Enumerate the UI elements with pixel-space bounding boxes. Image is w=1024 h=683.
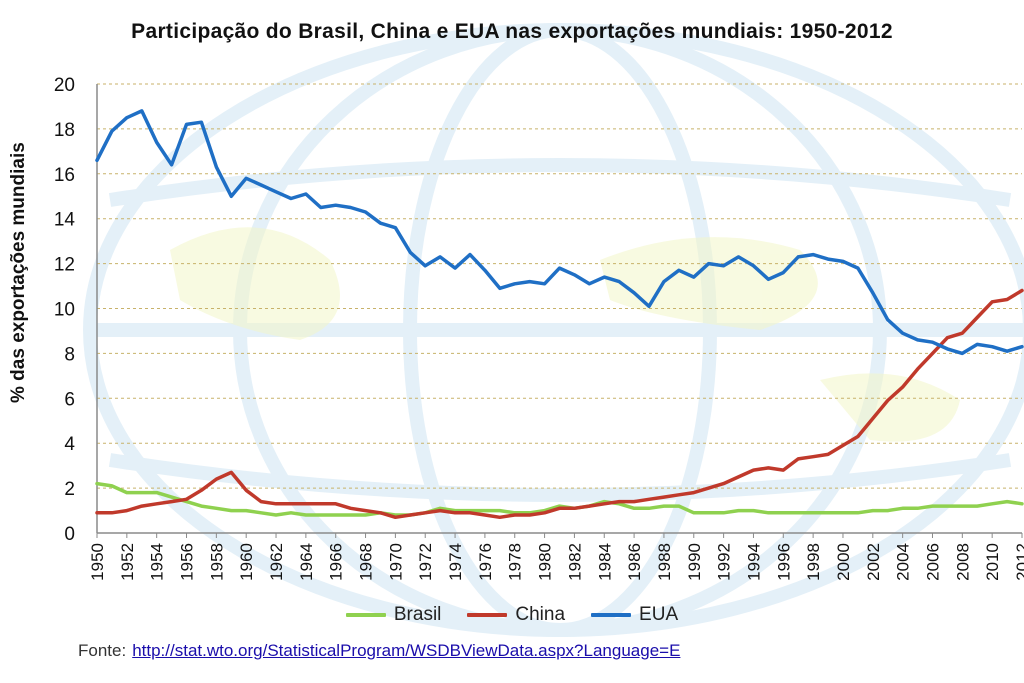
x-tick-label: 2012	[1013, 543, 1024, 581]
y-tick-label: 14	[54, 210, 76, 231]
x-tick-label: 1968	[357, 543, 376, 581]
x-tick-label: 1998	[804, 543, 823, 581]
x-tick-label: 2004	[894, 543, 913, 581]
x-tick-label: 1980	[536, 543, 555, 581]
y-tick-label: 0	[64, 524, 75, 545]
legend-item-brasil: Brasil	[345, 604, 442, 626]
x-tick-label: 1956	[178, 543, 197, 581]
y-tick-label: 2	[64, 479, 75, 500]
x-tick-label: 1982	[565, 543, 584, 581]
y-tick-label: 8	[64, 344, 75, 365]
series-line-eua	[95, 109, 1024, 356]
x-tick-label: 1974	[446, 543, 465, 581]
series-line-brasil	[95, 481, 1024, 517]
y-tick-label: 16	[54, 165, 75, 186]
x-tick-label: 1984	[595, 543, 614, 581]
x-tick-label: 1976	[476, 543, 495, 581]
source-note: Fonte: http://stat.wto.org/StatisticalPro…	[78, 641, 680, 661]
y-tick-label: 12	[54, 255, 75, 276]
legend-label-china: China	[515, 604, 566, 625]
x-tick-label: 1954	[148, 543, 167, 581]
x-tick-label: 1996	[774, 543, 793, 581]
series-line-china	[95, 288, 1024, 520]
x-tick-label: 1960	[237, 543, 256, 581]
x-tick-label: 1992	[715, 543, 734, 581]
legend-label-eua: EUA	[639, 604, 679, 625]
source-link[interactable]: http://stat.wto.org/StatisticalProgram/W…	[132, 641, 681, 660]
y-tick-label: 4	[64, 434, 75, 455]
x-tick-label: 1978	[506, 543, 525, 581]
y-tick-label: 18	[54, 120, 75, 141]
y-tick-label: 20	[54, 75, 75, 96]
legend-swatch-brasil	[345, 613, 386, 617]
x-tick-label: 1970	[386, 543, 405, 581]
x-tick-label: 2000	[834, 543, 853, 581]
legend-swatch-china	[467, 613, 508, 617]
x-tick-label: 2008	[953, 543, 972, 581]
legend-item-china: China	[467, 604, 565, 626]
x-tick-label: 2006	[923, 543, 942, 581]
x-tick-label: 1994	[744, 543, 763, 581]
x-tick-label: 1988	[655, 543, 674, 581]
x-tick-label: 1958	[207, 543, 226, 581]
y-tick-label: 6	[64, 389, 75, 410]
x-tick-label: 1990	[685, 543, 704, 581]
y-tick-label: 10	[54, 300, 75, 321]
source-prefix: Fonte:	[78, 641, 127, 660]
x-tick-label: 1950	[88, 543, 107, 581]
chart-title: Participação do Brasil, China e EUA nas …	[131, 20, 893, 43]
legend-label-brasil: Brasil	[393, 604, 442, 625]
y-axis-label: % das exportações mundiais	[8, 142, 29, 403]
x-tick-label: 1962	[267, 543, 286, 581]
x-tick-label: 1972	[416, 543, 435, 581]
x-tick-label: 1966	[327, 543, 346, 581]
x-tick-label: 2002	[864, 543, 883, 581]
x-tick-label: 2010	[983, 543, 1002, 581]
x-tick-label: 1986	[625, 543, 644, 581]
x-tick-label: 1964	[297, 543, 316, 581]
chart-legend: Brasil China EUA	[0, 604, 1024, 626]
legend-item-eua: EUA	[591, 604, 678, 626]
legend-swatch-eua	[591, 613, 632, 617]
x-tick-label: 1952	[118, 543, 137, 581]
